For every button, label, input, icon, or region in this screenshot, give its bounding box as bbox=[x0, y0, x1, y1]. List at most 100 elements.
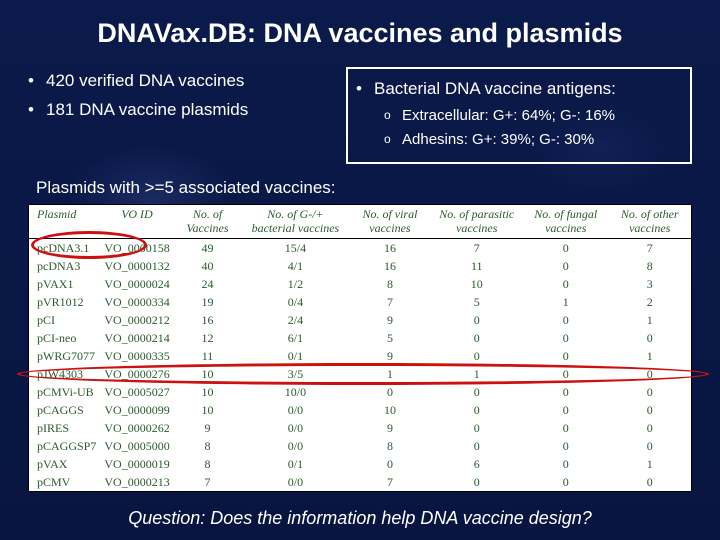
table-cell: 10 bbox=[174, 383, 242, 401]
table-row: pJW4303VO_0000276103/51100 bbox=[29, 365, 691, 383]
table-header-cell: VO ID bbox=[100, 205, 173, 239]
table-cell: 1 bbox=[608, 455, 691, 473]
table-row: pVAX1VO_0000024241/281003 bbox=[29, 275, 691, 293]
table-cell: pCMV bbox=[29, 473, 100, 491]
table-cell: 0 bbox=[523, 473, 608, 491]
two-column-row: 420 verified DNA vaccines 181 DNA vaccin… bbox=[28, 67, 692, 164]
table-row: pcDNA3VO_0000132404/1161108 bbox=[29, 257, 691, 275]
table-cell: pCAGGS bbox=[29, 401, 100, 419]
table-row: pWRG7077VO_0000335110/19001 bbox=[29, 347, 691, 365]
table-cell: 0 bbox=[608, 401, 691, 419]
table-cell: 10/0 bbox=[241, 383, 349, 401]
table-cell: 2 bbox=[608, 293, 691, 311]
table-cell: VO_0000158 bbox=[100, 239, 173, 258]
table-cell: 1 bbox=[523, 293, 608, 311]
table-header-cell: No. of other vaccines bbox=[608, 205, 691, 239]
table-cell: 0 bbox=[523, 329, 608, 347]
table-cell: VO_0005000 bbox=[100, 437, 173, 455]
table-cell: 8 bbox=[174, 437, 242, 455]
table-header-cell: No. of Vaccines bbox=[174, 205, 242, 239]
table-body: pcDNA3.1VO_00001584915/416707pcDNA3VO_00… bbox=[29, 239, 691, 492]
table-cell: VO_0000213 bbox=[100, 473, 173, 491]
table-header-cell: No. of fungal vaccines bbox=[523, 205, 608, 239]
sub-bullet: Adhesins: G+: 39%; G-: 30% bbox=[356, 128, 682, 152]
table-cell: 7 bbox=[174, 473, 242, 491]
table-cell: 3/5 bbox=[241, 365, 349, 383]
table-cell: 0 bbox=[349, 383, 430, 401]
table-header-cell: No. of G-/+ bacterial vaccines bbox=[241, 205, 349, 239]
table-cell: VO_0000024 bbox=[100, 275, 173, 293]
table-cell: pIRES bbox=[29, 419, 100, 437]
sub-bullet: Extracellular: G+: 64%; G-: 16% bbox=[356, 104, 682, 128]
table-cell: 7 bbox=[430, 239, 523, 258]
slide-title: DNAVax.DB: DNA vaccines and plasmids bbox=[28, 18, 692, 49]
table-cell: 0 bbox=[430, 437, 523, 455]
table-cell: 0/1 bbox=[241, 347, 349, 365]
table-cell: 10 bbox=[349, 401, 430, 419]
table-cell: 0 bbox=[523, 455, 608, 473]
table-cell: 0/0 bbox=[241, 419, 349, 437]
table-cell: 0 bbox=[608, 365, 691, 383]
table-cell: 0/0 bbox=[241, 473, 349, 491]
table-cell: pCAGGSP7 bbox=[29, 437, 100, 455]
table-cell: 0 bbox=[608, 437, 691, 455]
table-cell: 0 bbox=[430, 347, 523, 365]
table-cell: 9 bbox=[349, 311, 430, 329]
table-cell: 8 bbox=[349, 275, 430, 293]
table-cell: 15/4 bbox=[241, 239, 349, 258]
table-cell: 0/4 bbox=[241, 293, 349, 311]
table-cell: 1 bbox=[608, 311, 691, 329]
table-row: pVR1012VO_0000334190/47512 bbox=[29, 293, 691, 311]
plasmid-table: PlasmidVO IDNo. of VaccinesNo. of G-/+ b… bbox=[29, 205, 691, 492]
table-cell: 0 bbox=[523, 401, 608, 419]
table-cell: VO_0005027 bbox=[100, 383, 173, 401]
table-header-cell: Plasmid bbox=[29, 205, 100, 239]
table-row: pCI-neoVO_0000214126/15000 bbox=[29, 329, 691, 347]
table-cell: pVAX bbox=[29, 455, 100, 473]
table-cell: 0 bbox=[430, 311, 523, 329]
table-cell: VO_0000276 bbox=[100, 365, 173, 383]
table-cell: 0/1 bbox=[241, 455, 349, 473]
table-cell: pCI bbox=[29, 311, 100, 329]
table-cell: 7 bbox=[349, 473, 430, 491]
table-cell: 0 bbox=[430, 419, 523, 437]
table-cell: 0 bbox=[608, 419, 691, 437]
left-column: 420 verified DNA vaccines 181 DNA vaccin… bbox=[28, 67, 328, 125]
table-cell: 49 bbox=[174, 239, 242, 258]
table-cell: 0 bbox=[523, 437, 608, 455]
table-cell: pJW4303 bbox=[29, 365, 100, 383]
table-cell: 2/4 bbox=[241, 311, 349, 329]
table-cell: 0 bbox=[349, 455, 430, 473]
table-cell: 16 bbox=[174, 311, 242, 329]
table-cell: 12 bbox=[174, 329, 242, 347]
table-header-cell: No. of parasitic vaccines bbox=[430, 205, 523, 239]
table-cell: pVR1012 bbox=[29, 293, 100, 311]
table-cell: 1/2 bbox=[241, 275, 349, 293]
table-cell: 0 bbox=[430, 329, 523, 347]
table-cell: VO_0000262 bbox=[100, 419, 173, 437]
table-row: pCMVVO_000021370/07000 bbox=[29, 473, 691, 491]
table-cell: 40 bbox=[174, 257, 242, 275]
table-cell: 10 bbox=[174, 401, 242, 419]
table-cell: 0 bbox=[523, 239, 608, 258]
question-text: Question: Does the information help DNA … bbox=[28, 508, 692, 529]
table-cell: 9 bbox=[174, 419, 242, 437]
table-cell: 0 bbox=[523, 257, 608, 275]
table-caption: Plasmids with >=5 associated vaccines: bbox=[36, 178, 692, 198]
table-cell: 24 bbox=[174, 275, 242, 293]
table-cell: 8 bbox=[608, 257, 691, 275]
table-cell: 8 bbox=[349, 437, 430, 455]
table-cell: 4/1 bbox=[241, 257, 349, 275]
table-cell: VO_0000334 bbox=[100, 293, 173, 311]
table-cell: 0 bbox=[608, 329, 691, 347]
table-header-row: PlasmidVO IDNo. of VaccinesNo. of G-/+ b… bbox=[29, 205, 691, 239]
table-cell: pcDNA3.1 bbox=[29, 239, 100, 258]
table-cell: 7 bbox=[608, 239, 691, 258]
bullet-heading: Bacterial DNA vaccine antigens: bbox=[356, 75, 682, 104]
table-cell: VO_0000019 bbox=[100, 455, 173, 473]
table-cell: 0 bbox=[523, 365, 608, 383]
table-cell: 11 bbox=[430, 257, 523, 275]
table-row: pCIVO_0000212162/49001 bbox=[29, 311, 691, 329]
table-cell: VO_0000132 bbox=[100, 257, 173, 275]
table-cell: VO_0000099 bbox=[100, 401, 173, 419]
